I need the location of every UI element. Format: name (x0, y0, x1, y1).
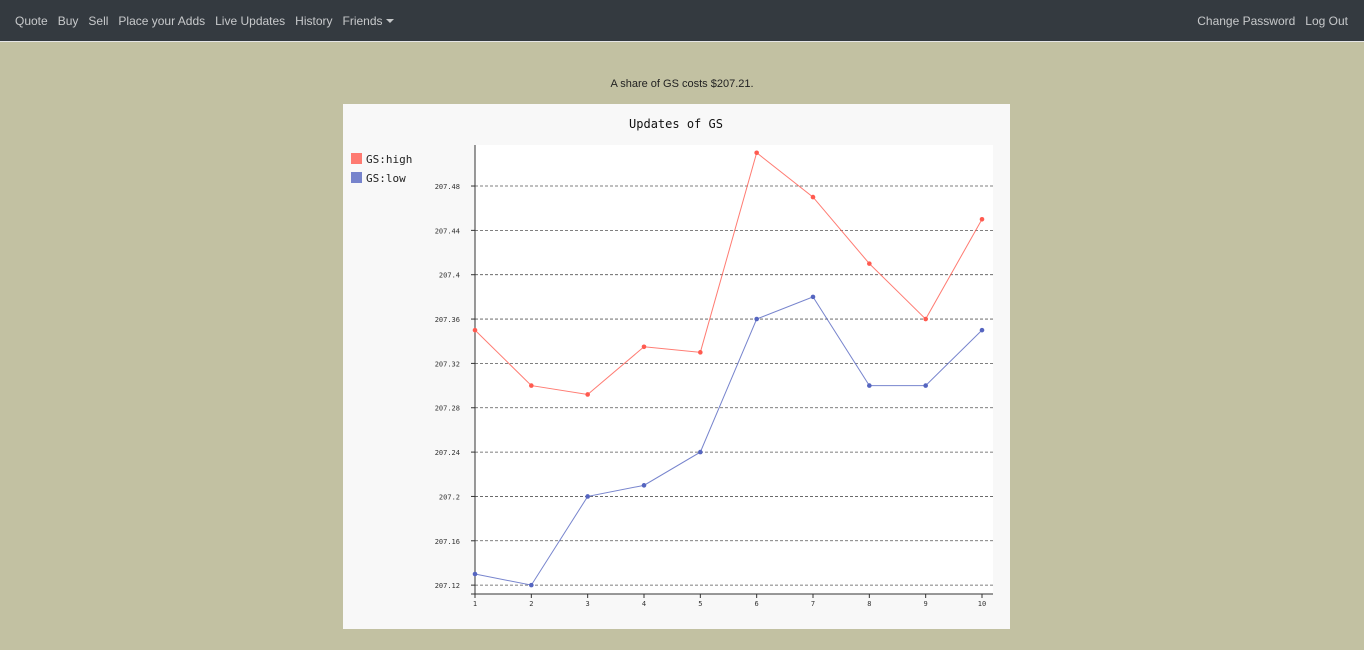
nav-place-adds-link[interactable]: Place your Adds (118, 14, 206, 28)
data-point-high (585, 392, 590, 397)
data-point-low (979, 327, 985, 333)
data-point-high (641, 344, 647, 350)
nav-change-password-link[interactable]: Change Password (1197, 14, 1296, 28)
legend-label-low: GS:low (366, 172, 406, 185)
x-tick-label: 6 (755, 600, 759, 608)
y-tick-label: 207.24 (435, 449, 460, 457)
series-line-high (474, 151, 983, 395)
data-point-high (698, 350, 703, 355)
data-point-low (698, 449, 703, 455)
top-navbar: Quote Buy Sell Place your Adds Live Upda… (0, 0, 1364, 42)
data-point-high (867, 261, 872, 266)
x-tick-label: 8 (867, 600, 871, 608)
nav-friends-dropdown[interactable]: Friends (343, 14, 394, 28)
x-tick-label: 9 (924, 600, 928, 608)
data-point-high (754, 150, 759, 156)
nav-right-group: Change Password Log Out (1187, 0, 1348, 42)
nav-live-updates-link[interactable]: Live Updates (215, 14, 286, 28)
y-tick-label: 207.48 (435, 183, 460, 191)
data-point-high (923, 316, 928, 322)
caret-down-icon (385, 18, 394, 23)
x-tick-label: 5 (698, 600, 702, 608)
data-point-high (810, 194, 816, 200)
y-tick-label: 207.36 (435, 316, 460, 324)
nav-quote-link[interactable]: Quote (15, 14, 48, 28)
nav-sell-link[interactable]: Sell (88, 14, 109, 28)
x-tick-label: 1 (473, 600, 477, 608)
data-point-low (641, 483, 647, 488)
legend-swatch-high (351, 153, 362, 164)
quote-text: A share of GS costs $207.21. (610, 78, 754, 90)
line-chart: Updates of GS 207.12207.16207.2207.24207… (351, 117, 993, 608)
x-tick-label: 7 (811, 600, 815, 608)
legend-swatch-low (351, 172, 362, 183)
data-point-low (585, 494, 590, 499)
y-tick-label: 207.32 (435, 360, 460, 368)
chart-container: Updates of GS 207.12 207.16 207.2 207.24 207… (343, 104, 1010, 629)
data-point-low (754, 316, 759, 322)
data-point-low (472, 571, 478, 577)
y-axis-ticks: 207.12 207.16 207.2 207.24 207.28 207.32 207.3… (435, 183, 475, 590)
nav-buy-link[interactable]: Buy (57, 14, 79, 28)
nav-log-out-link[interactable]: Log Out (1305, 14, 1348, 28)
plot-background (475, 145, 993, 594)
y-tick-label: 207.12 (435, 582, 460, 590)
data-point-high (979, 216, 985, 222)
nav-friends-label: Friends (342, 14, 383, 28)
x-tick-label: 4 (642, 600, 646, 608)
gridlines (475, 185, 993, 586)
data-point-low (867, 383, 872, 388)
data-point-low (810, 294, 816, 300)
y-tick-label: 207.44 (435, 227, 460, 235)
chart-title: Updates of GS (629, 117, 723, 131)
x-axis-ticks: 1 2 3 4 5 6 7 8 9 10 (473, 594, 986, 608)
series-group (472, 150, 985, 588)
legend: GS:high GS:low (351, 153, 412, 185)
nav-left-group: Quote Buy Sell Place your Adds Live Upda… (15, 0, 404, 42)
nav-history-link[interactable]: History (295, 14, 333, 28)
data-point-high (472, 327, 478, 333)
y-tick-label: 207.4 (439, 272, 460, 280)
data-point-low (529, 582, 534, 588)
y-tick-label: 207.2 (439, 493, 460, 501)
x-tick-label: 10 (978, 600, 986, 608)
y-tick-label: 207.16 (435, 538, 460, 546)
x-tick-label: 3 (586, 600, 590, 608)
y-tick-label: 207.28 (435, 405, 460, 413)
data-point-low (923, 383, 928, 388)
legend-label-high: GS:high (366, 153, 412, 166)
x-tick-label: 2 (529, 600, 533, 608)
series-line-low (474, 296, 983, 586)
data-point-high (529, 383, 534, 388)
